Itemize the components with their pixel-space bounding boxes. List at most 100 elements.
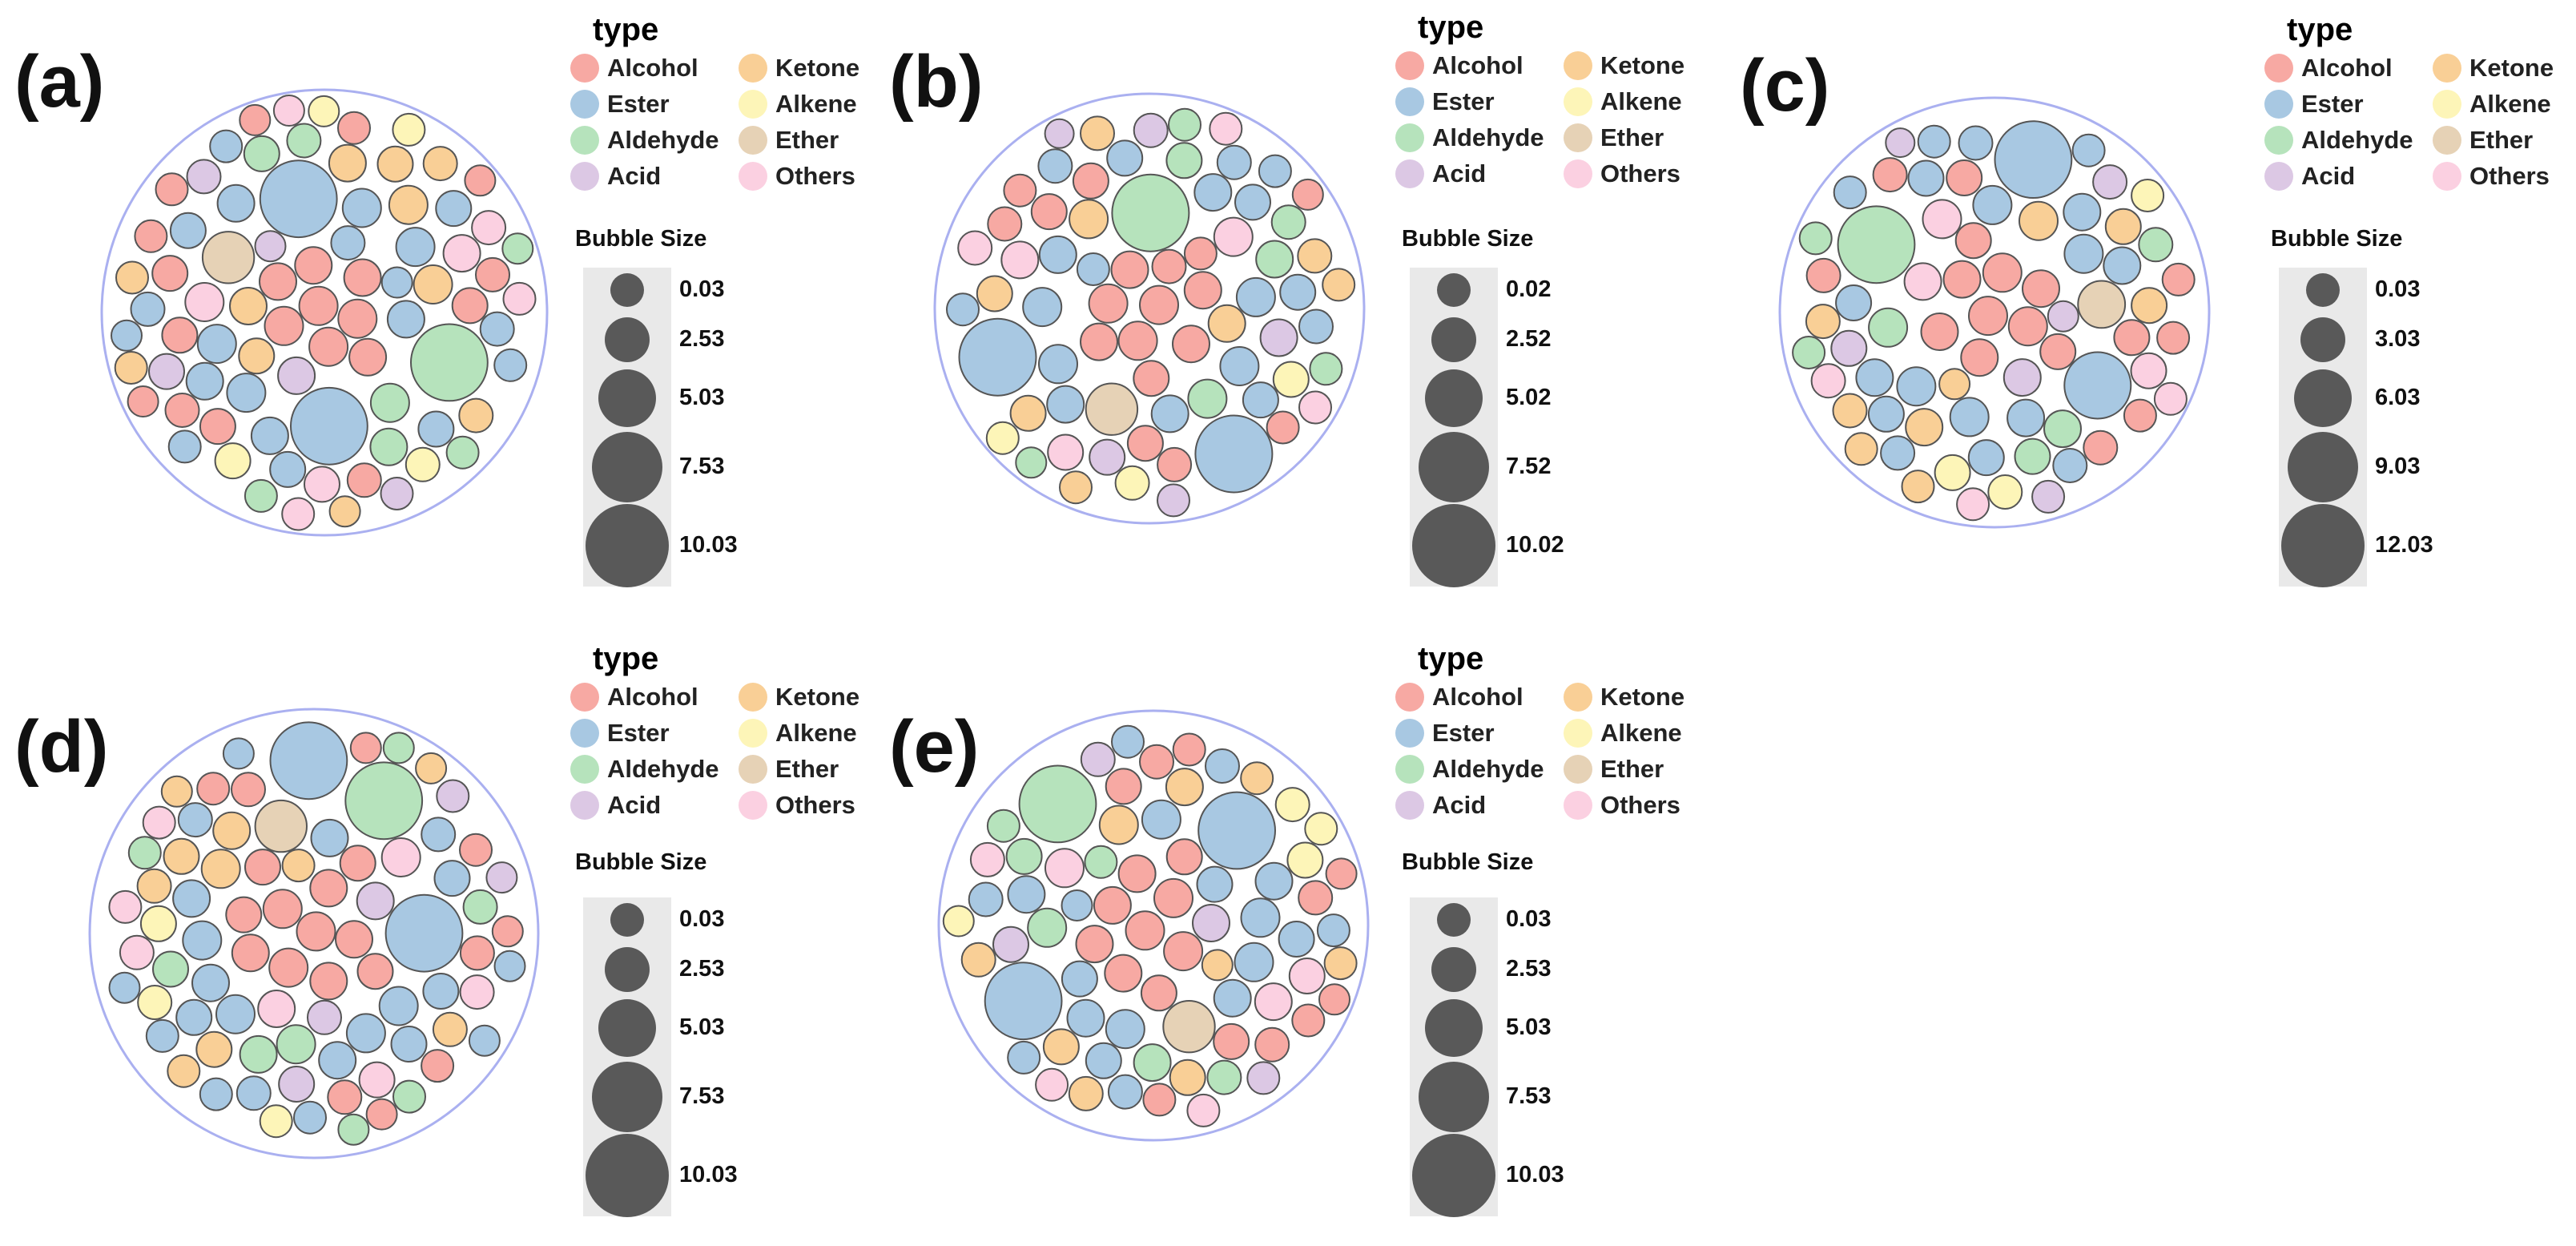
panel-d-bubble-alcohol (365, 1098, 398, 1131)
panel-a-size-bubble-4 (586, 504, 669, 587)
panel-c-bubble-others (1956, 487, 1990, 522)
panel-c-bubble-ester (2103, 246, 2142, 285)
panel-d-bubble-ester (384, 893, 464, 973)
panel-b-legend-label-alcohol: Alcohol (1432, 51, 1523, 79)
panel-d-bubble-alcohol (268, 947, 309, 988)
panel-d-legend-item-others: Others (739, 791, 855, 820)
panel-d-bubble-ketone (167, 1054, 201, 1088)
panel-c-bubble-ester (1994, 120, 2073, 200)
panel-d-bubble-ester (191, 963, 230, 1002)
panel-d-bubble-ester (422, 973, 460, 1010)
panel-b-legend-swatch-ether (1564, 123, 1592, 152)
panel-d-bubble-ketone (415, 752, 448, 784)
panel-a-bubble-others (304, 466, 340, 503)
panel-c-legend-item-aldehyde: Aldehyde (2264, 126, 2413, 155)
panel-e-bubble-alkene (1274, 787, 1310, 823)
panel-d-bubble-ester (175, 998, 213, 1036)
panel-c-bubble-alkene (1987, 474, 2023, 510)
panel-d-bubble-alcohol (309, 962, 348, 1001)
panel-d-bubble-ester (182, 920, 223, 961)
panel-b-bubble-acid (1044, 118, 1075, 149)
panel-c-bubble-ketone (1901, 470, 1935, 504)
panel-a-bubble-alcohol (155, 172, 189, 207)
panel-d-legend-label-alkene: Alkene (775, 719, 857, 747)
panel-c-size-legend-value: 12.03 (2375, 532, 2433, 558)
panel-c-bubble-alcohol (1872, 157, 1908, 193)
panel-b-legend-item-alcohol: Alcohol (1395, 51, 1523, 80)
panel-c-bubble-ester (1958, 125, 1994, 161)
panel-a-bubble-ether (201, 231, 256, 284)
panel-b-bubble-alcohol (1117, 321, 1158, 361)
panel-b-bubble-alcohol (1030, 193, 1068, 231)
panel-b-bubble-aldehyde (1270, 204, 1306, 240)
panel-a-bubble-chart (100, 88, 549, 537)
panel-a-legend-item-ketone: Ketone (739, 54, 859, 83)
panel-b-bubble-ester (958, 317, 1037, 397)
panel-d-legend-label-ester: Ester (607, 719, 670, 747)
panel-d-bubble-alcohol (196, 772, 231, 806)
panel-d-bubble-ketone (136, 868, 172, 904)
panel-e-bubble-ketone (960, 942, 996, 978)
panel-e-legend-title: type (1418, 641, 1484, 676)
panel-c-bubble-ketone (2131, 287, 2168, 325)
panel-e-bubble-ester (1105, 1009, 1145, 1050)
panel-c-bubble-aldehyde (1798, 221, 1833, 256)
panel-a-bubble-aldehyde (286, 123, 322, 159)
panel-a-bubble-alcohol (199, 408, 236, 446)
panel-b-legend-item-ester: Ester (1395, 87, 1495, 116)
panel-e-legend-label-acid: Acid (1432, 791, 1487, 819)
panel-a-size-bubble-1 (605, 317, 650, 362)
panel-e-bubble-alkene (1304, 812, 1338, 846)
panel-b-size-bubble-3 (1419, 432, 1489, 502)
panel-d-bubble-ester (310, 818, 349, 857)
panel-b-legend-label-acid: Acid (1432, 159, 1487, 188)
panel-c-bubble-ester (2071, 133, 2106, 167)
panel-a-bubble-alcohol (308, 326, 349, 367)
panel-a-bubble-aldehyde (243, 135, 280, 172)
panel-b-bubble-alcohol (1183, 271, 1222, 310)
panel-d-bubble-alcohol (262, 889, 303, 929)
panel-b-size-bubble-2 (1425, 369, 1483, 427)
panel-a-bubble-ketone (422, 146, 458, 182)
panel-e-bubble-ester (1213, 978, 1252, 1018)
panel-d-bubble-alkene (259, 1104, 293, 1139)
panel-e-bubble-alcohol (1172, 732, 1206, 767)
panel-b-bubble-acid (1157, 483, 1190, 518)
panel-d-size-legend-marks (586, 903, 669, 1217)
panel-c-bubble-ester (2063, 192, 2102, 232)
panel-b-legend-swatch-alcohol (1395, 51, 1424, 80)
panel-d-size-bubble-0 (610, 903, 644, 937)
panel-a-bubble-alcohol (451, 287, 489, 325)
panel-d-bubble-aldehyde (127, 836, 162, 870)
panel-b-bubble-ester (1046, 385, 1085, 424)
panel-e-legend-label-ether: Ether (1600, 755, 1664, 783)
panel-b-bubble-ester (1279, 273, 1317, 311)
panel-c-bubble-alcohol (1960, 338, 1999, 377)
panel-a-legend-label-alcohol: Alcohol (607, 54, 698, 82)
panel-a-legend-swatch-alcohol (570, 54, 599, 83)
panel-d-size-legend-value: 5.03 (679, 1014, 725, 1040)
panel-d-legend-item-alkene: Alkene (739, 719, 857, 748)
panel-e-size-bubble-0 (1437, 903, 1471, 937)
panel-e-bubble-ketone (1098, 804, 1139, 845)
panel-c-bubble-ester (1972, 184, 2013, 225)
panel-c-bubble-acid (1885, 127, 1916, 159)
panel-a-bubble-ketone (458, 397, 494, 433)
panel-a-legend-item-aldehyde: Aldehyde (570, 126, 719, 155)
panel-c-size-legend-value: 6.03 (2375, 385, 2421, 410)
panel-b-bubble-ketone (1207, 304, 1246, 343)
panel-c-bubble-alcohol (2007, 306, 2048, 347)
panel-a-bubble-ester (196, 324, 237, 365)
panel-c-bubble-acid (2002, 358, 2042, 397)
panel-a-bubble-alcohol (161, 317, 199, 354)
panel-d-size-legend-value: 7.53 (679, 1083, 725, 1109)
panel-d-bubble-aldehyde (152, 950, 189, 988)
panel-e-bubble-aldehyde (1084, 845, 1118, 879)
panel-a-bubble-acid (277, 356, 316, 395)
panel-b-bubble-alcohol (1139, 284, 1179, 325)
panel-c-size-bubble-3 (2288, 432, 2358, 502)
panel-a-bubble-ester (386, 300, 425, 339)
panel-a-legend-item-alcohol: Alcohol (570, 54, 698, 83)
panel-d-bubble-others (459, 974, 495, 1010)
panel-b-bubble-alcohol (1110, 250, 1149, 289)
